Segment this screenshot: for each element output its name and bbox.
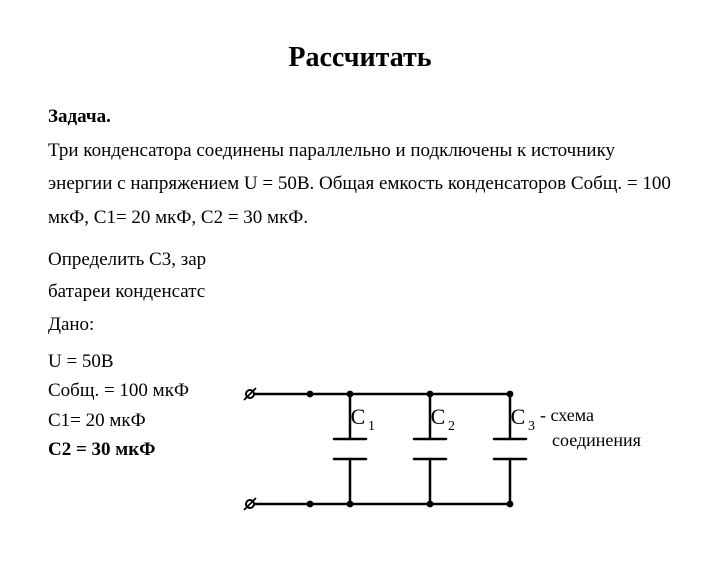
svg-text:соединения: соединения — [552, 430, 641, 450]
task-label: Задача. — [48, 100, 672, 134]
determine-block: Определить С3, зар батареи конденсатс Да… — [48, 244, 672, 341]
page-title: Рассчитать — [0, 42, 720, 74]
svg-text:1: 1 — [368, 419, 375, 434]
svg-text:3: 3 — [528, 419, 535, 434]
circuit-diagram: C1C2C3- схемасоединения — [240, 366, 670, 536]
svg-text:2: 2 — [448, 419, 455, 434]
circuit-svg: C1C2C3- схемасоединения — [240, 366, 670, 536]
given-label: Дано: — [48, 309, 672, 341]
problem-statement: Три конденсатора соединены параллельно и… — [48, 134, 672, 234]
determine-line-2: батареи конденсатс — [48, 276, 672, 308]
svg-text:C: C — [431, 404, 446, 429]
svg-text:C: C — [351, 404, 366, 429]
svg-text:- схема: - схема — [540, 405, 594, 425]
determine-line-1: Определить С3, зар — [48, 244, 672, 276]
svg-text:C: C — [511, 404, 526, 429]
